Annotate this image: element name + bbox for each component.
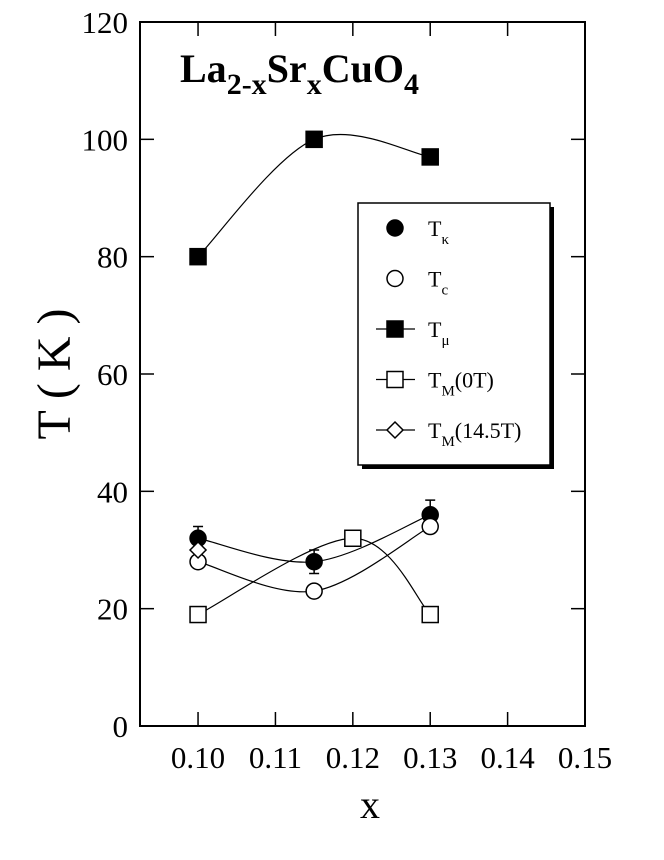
x-tick-label: 0.10 (171, 740, 225, 775)
data-point (421, 148, 439, 166)
data-point (421, 605, 439, 624)
legend-label: Tμ (428, 317, 450, 349)
legend-marker (386, 269, 404, 288)
legend-name: T (428, 368, 442, 393)
legend-label: Tκ (428, 216, 449, 248)
data-point (344, 529, 362, 548)
x-tick-label: 0.14 (480, 740, 535, 775)
legend-marker (386, 320, 404, 338)
title-part: Sr (267, 46, 307, 91)
title-subscript: 4 (404, 68, 419, 101)
legend-label: TM(0T) (428, 368, 494, 400)
y-tick-label: 100 (82, 122, 129, 157)
x-tick-label: 0.15 (558, 740, 612, 775)
y-tick-label: 120 (82, 5, 129, 40)
y-tick-label: 80 (97, 240, 128, 275)
title-part: La (180, 46, 227, 91)
data-point (189, 247, 207, 266)
legend-subscript: μ (441, 333, 449, 349)
data-point (189, 605, 207, 624)
x-tick-label: 0.11 (249, 740, 302, 775)
chart-title: La2-xSrxCuO4 (180, 46, 419, 101)
legend-label: Tc (428, 267, 448, 299)
x-tick-label: 0.12 (326, 740, 380, 775)
data-point (188, 540, 208, 560)
data-point (421, 517, 439, 536)
x-tick-label: 0.13 (403, 740, 457, 775)
legend-marker (385, 420, 405, 440)
x-axis-label: x (360, 782, 380, 827)
legend-label: TM(14.5T) (428, 418, 521, 450)
legend-name: T (428, 216, 442, 241)
y-tick-label: 40 (97, 474, 128, 509)
y-tick-label: 0 (113, 709, 129, 744)
data-point (305, 552, 323, 571)
legend-subscript: M (441, 434, 454, 450)
y-axis-label: T ( K ) (28, 308, 81, 439)
legend-name: T (428, 317, 442, 342)
legend-subscript: κ (441, 232, 449, 248)
y-tick-label: 20 (97, 592, 128, 627)
legend-name: T (428, 267, 442, 292)
data-point (305, 130, 323, 149)
legend-subscript: c (441, 283, 448, 299)
legend-subscript: M (441, 384, 454, 400)
legend-suffix: (14.5T) (455, 418, 522, 443)
legend-marker (386, 219, 404, 237)
title-part: CuO (322, 46, 404, 91)
title-subscript: 2-x (227, 68, 267, 101)
data-point (305, 582, 323, 600)
y-tick-label: 60 (97, 357, 128, 392)
legend-name: T (428, 418, 442, 443)
legend-suffix: (0T) (455, 368, 494, 393)
title-subscript: x (307, 68, 322, 101)
legend-marker (386, 370, 404, 389)
